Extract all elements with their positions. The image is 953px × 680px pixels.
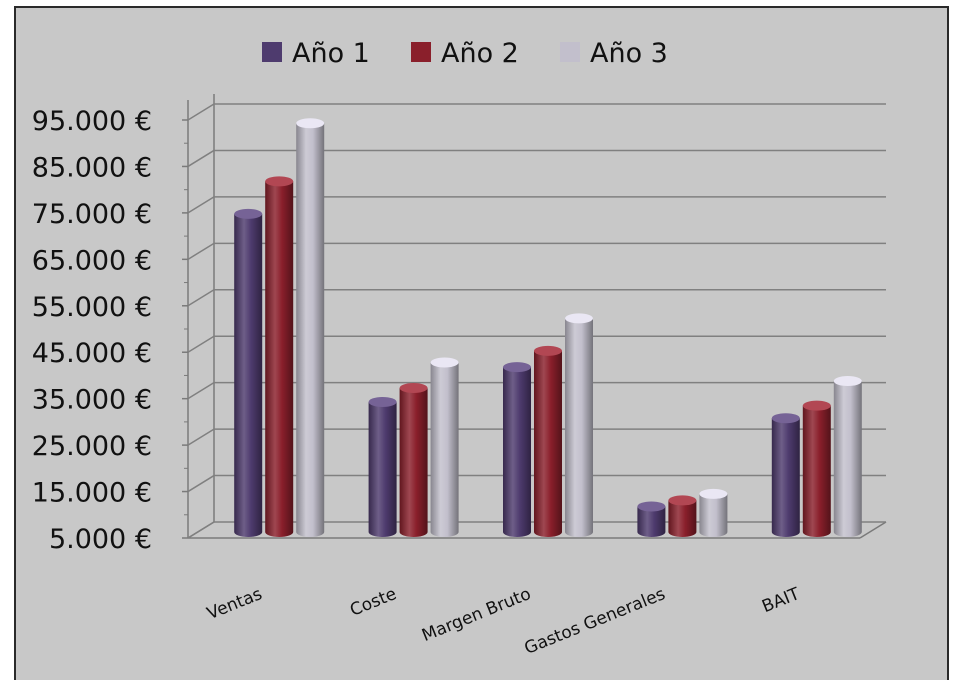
y-tick-label: 5.000 € bbox=[49, 524, 152, 555]
gridline-diagonal bbox=[187, 521, 215, 539]
bar-top bbox=[699, 488, 728, 499]
y-tick-label: 25.000 € bbox=[32, 431, 152, 462]
x-tick-label: Coste bbox=[347, 584, 399, 621]
bar-margen-bruto-3 bbox=[565, 313, 593, 537]
chart-frame bbox=[14, 6, 949, 680]
bar-body bbox=[833, 381, 862, 537]
bar-coste-3 bbox=[430, 357, 459, 537]
gridline-diagonal bbox=[187, 149, 215, 168]
legend-item-1: Año 1 bbox=[262, 38, 370, 69]
bar-coste-2 bbox=[399, 383, 428, 537]
bar-body bbox=[565, 318, 593, 537]
bar-top bbox=[296, 118, 325, 129]
bar-margen-bruto-2 bbox=[534, 345, 562, 537]
bar-margen-bruto-1 bbox=[503, 362, 531, 537]
bar-top bbox=[802, 400, 831, 411]
bar-bait-3 bbox=[833, 376, 862, 537]
bar-top bbox=[668, 495, 697, 506]
bar-top bbox=[503, 362, 531, 373]
bar-bait-1 bbox=[771, 413, 800, 537]
y-tick-label: 55.000 € bbox=[32, 292, 152, 323]
gridline-diagonal bbox=[187, 382, 215, 400]
bar-top bbox=[368, 396, 397, 407]
legend-label: Año 1 bbox=[292, 38, 370, 69]
bar-body bbox=[399, 388, 428, 537]
bar-body bbox=[265, 181, 294, 537]
bar-coste-1 bbox=[368, 396, 397, 537]
bar-gastos-generales-3 bbox=[699, 488, 728, 537]
bar-body bbox=[296, 123, 325, 538]
bar-top bbox=[771, 413, 800, 424]
bar-body bbox=[802, 405, 831, 537]
bar-top bbox=[534, 345, 562, 356]
bar-body bbox=[637, 506, 666, 537]
bar-body bbox=[234, 213, 263, 537]
bar-body bbox=[534, 350, 562, 537]
y-tick-label: 35.000 € bbox=[32, 385, 152, 416]
legend-label: Año 3 bbox=[590, 38, 668, 69]
x-tick-label: Margen Bruto bbox=[419, 584, 534, 646]
bars-layer bbox=[234, 118, 862, 538]
bar-bait-2 bbox=[802, 400, 831, 537]
bar-ventas-2 bbox=[265, 176, 294, 537]
bar-top bbox=[565, 313, 593, 324]
bar-top bbox=[637, 501, 666, 512]
gridline-diagonal bbox=[187, 242, 215, 260]
bar-top bbox=[399, 383, 428, 394]
legend-swatch bbox=[262, 42, 282, 62]
gridline-diagonal bbox=[187, 335, 215, 353]
bar-body bbox=[430, 362, 459, 537]
y-tick-label: 65.000 € bbox=[32, 245, 152, 276]
bar-top bbox=[234, 208, 263, 219]
bar-ventas-3 bbox=[296, 118, 325, 538]
bar-gastos-generales-2 bbox=[668, 495, 697, 537]
gridline-diagonal bbox=[187, 103, 215, 121]
legend-swatch bbox=[411, 42, 431, 62]
gridline-diagonal bbox=[187, 428, 215, 446]
gridline-diagonal bbox=[187, 196, 215, 214]
x-tick-label: Ventas bbox=[204, 584, 265, 624]
legend-item-2: Año 2 bbox=[411, 38, 519, 69]
gridline-diagonal bbox=[187, 474, 215, 493]
gridline-diagonal bbox=[187, 289, 215, 307]
bar-body bbox=[771, 418, 800, 537]
legend-swatch bbox=[560, 42, 580, 62]
y-tick-label: 75.000 € bbox=[32, 199, 152, 230]
bar-ventas-1 bbox=[234, 208, 263, 537]
bar-top bbox=[833, 376, 862, 387]
x-tick-label: Gastos Generales bbox=[522, 584, 669, 659]
bar-gastos-generales-1 bbox=[637, 501, 666, 537]
legend: Año 1 Año 2 Año 3 bbox=[262, 38, 668, 69]
bar-top bbox=[265, 176, 294, 187]
x-tick-label: BAIT bbox=[759, 584, 803, 617]
bar-body bbox=[368, 401, 397, 537]
y-tick-label: 95.000 € bbox=[32, 106, 152, 137]
bar-body bbox=[668, 500, 697, 537]
y-tick-label: 45.000 € bbox=[32, 338, 152, 369]
bar-top bbox=[430, 357, 459, 368]
legend-item-3: Año 3 bbox=[560, 38, 668, 69]
bar-body bbox=[699, 493, 728, 537]
y-tick-label: 85.000 € bbox=[32, 152, 152, 183]
y-tick-label: 15.000 € bbox=[32, 478, 152, 509]
bar-body bbox=[503, 367, 531, 537]
floor-right-edge bbox=[859, 521, 887, 539]
legend-label: Año 2 bbox=[441, 38, 519, 69]
y-axis-ticks: 95.000 € 85.000 € 75.000 € 65.000 € 55.000 €… bbox=[32, 106, 152, 555]
